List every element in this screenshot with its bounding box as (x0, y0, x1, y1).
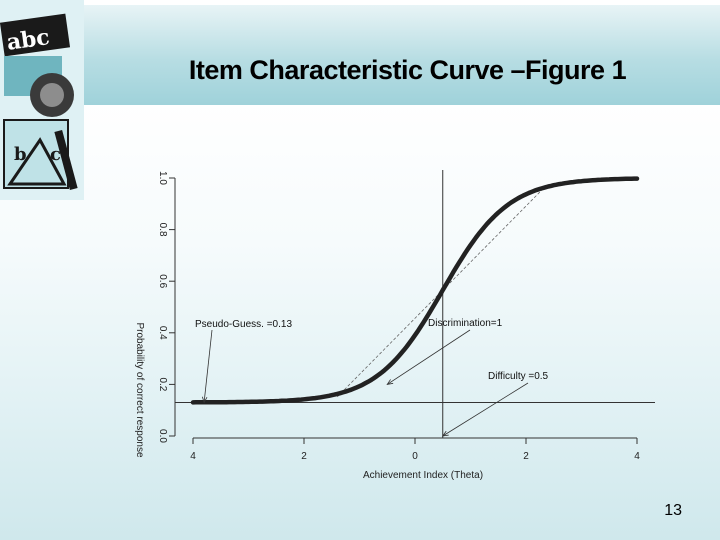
annotation-label: Difficulty =0.5 (488, 371, 549, 382)
y-tick-label: 0.8 (157, 223, 168, 237)
annotation-arrow-line (442, 382, 529, 437)
clipart-letter-b: b (14, 144, 27, 165)
clipart-letters: abc (5, 24, 51, 56)
y-tick-label: 0.2 (157, 377, 168, 391)
annotation-label: Pseudo-Guess. =0.13 (195, 319, 292, 330)
annotation-arrowhead (386, 379, 394, 385)
y-tick-label: 0.6 (157, 274, 168, 288)
x-tick-label: 4 (190, 451, 196, 462)
y-tick-label: 1.0 (157, 171, 168, 185)
annotation-arrow-line (203, 329, 213, 403)
annotation-arrowhead (441, 430, 449, 437)
x-tick-label: 4 (634, 451, 640, 462)
icc-curve-series (190, 176, 640, 405)
slide-title: Item Characteristic Curve –Figure 1 (188, 55, 627, 85)
annotation-label: Discrimination=1 (428, 318, 503, 329)
clipart-letter-c: c (50, 144, 61, 165)
page-number: 13 (664, 502, 682, 519)
abc-clipart-icon: abc b c (0, 0, 84, 200)
title-band (70, 5, 720, 105)
y-tick-label: 0.4 (157, 326, 168, 340)
y-axis-label: Probability of correct response (134, 322, 145, 458)
x-tick-label: 2 (523, 451, 529, 462)
x-axis-label: Achievement Index (Theta) (363, 470, 483, 481)
annotation-arrow-line (387, 329, 471, 385)
x-tick-label: 0 (412, 451, 418, 462)
y-tick-label: 0.0 (157, 429, 168, 443)
annotation-arrowhead (201, 396, 208, 404)
x-tick-label: 2 (301, 451, 307, 462)
